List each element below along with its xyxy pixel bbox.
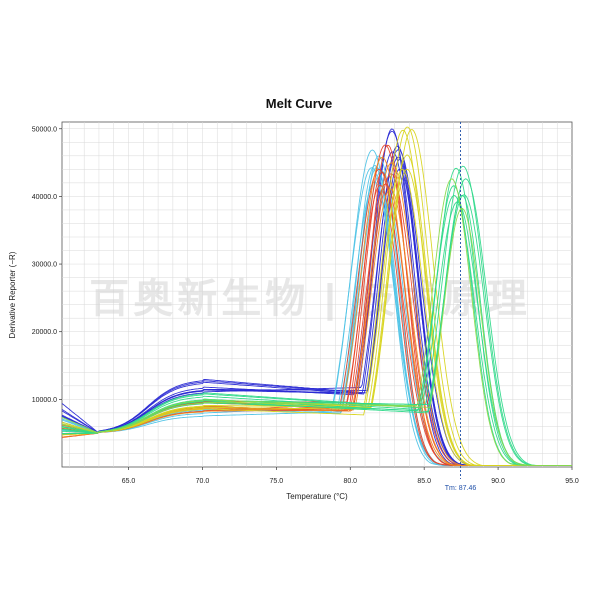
x-axis-label: Temperature (°C): [286, 492, 348, 501]
y-tick-label: 40000.0: [32, 194, 57, 201]
y-tick-label: 20000.0: [32, 329, 57, 336]
watermark: 百奥新生物 | 技术原理: [89, 277, 530, 321]
melt-curve-line: [61, 185, 572, 467]
melt-curve-line: [61, 208, 572, 467]
y-tick-label: 10000.0: [32, 397, 57, 404]
x-tick-label: 65.0: [122, 478, 136, 485]
melt-curve-line: [61, 167, 572, 467]
y-axis-ticks: 10000.0 20000.0 30000.0 40000.0 50000.0: [32, 126, 62, 404]
x-tick-label: 90.0: [491, 478, 505, 485]
series-group: [61, 178, 572, 467]
tm-label: Tm: 87.46: [445, 485, 477, 492]
chart-title: Melt Curve: [266, 96, 332, 111]
y-tick-label: 50000.0: [32, 126, 57, 133]
x-tick-label: 95.0: [565, 478, 579, 485]
x-tick-label: 70.0: [196, 478, 210, 485]
watermark-text: 百奥新生物 | 技术原理: [89, 277, 530, 321]
series-layer: [61, 126, 572, 467]
y-tick-label: 30000.0: [32, 262, 57, 269]
tm-marker: Tm: 87.46: [445, 122, 477, 492]
melt-curve-line: [61, 178, 572, 467]
x-tick-label: 85.0: [417, 478, 431, 485]
x-tick-label: 80.0: [343, 478, 357, 485]
x-tick-label: 75.0: [270, 478, 284, 485]
y-axis-label: Derivative Reporter (−R): [8, 251, 17, 338]
x-axis-ticks: 65.0 70.0 75.0 80.0 85.0 90.0 95.0: [122, 467, 579, 485]
